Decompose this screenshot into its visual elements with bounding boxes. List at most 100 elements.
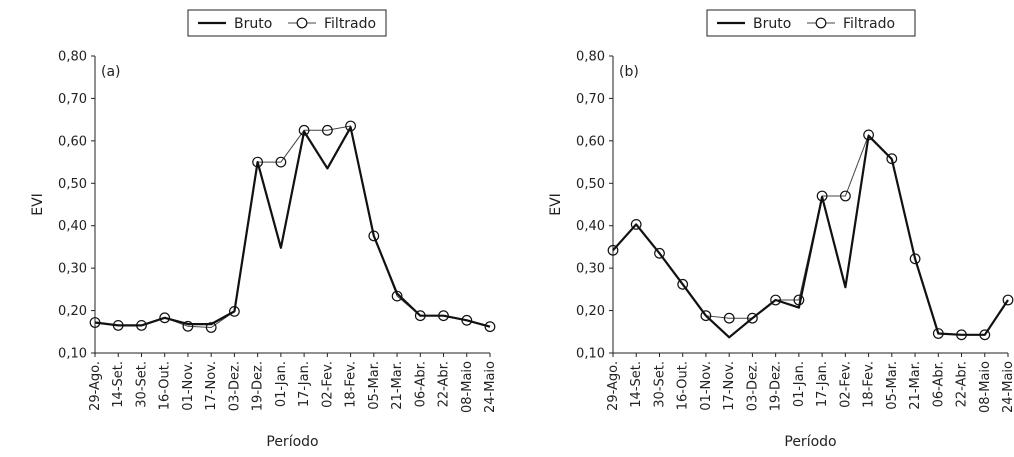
x-tick-label: 14-Set.	[111, 361, 126, 408]
data-point-filtrado	[863, 129, 874, 141]
data-point-filtrado	[414, 310, 426, 322]
x-tick-label: 06-Abr.	[931, 361, 946, 407]
legend-marker-filtrado	[815, 17, 827, 29]
series-line-bruto	[612, 134, 1009, 339]
data-point-filtrado	[630, 218, 642, 230]
data-point-filtrado	[932, 328, 944, 339]
chart-panel-2: 0,10 0,20 0,30 0,40 0,50 0,60 0,70 0,80 29-Ago. 1…	[548, 9, 1014, 450]
x-tick-label: 02-Fev.	[838, 361, 853, 408]
data-point-filtrado	[136, 320, 147, 331]
data-point-filtrado	[793, 294, 805, 306]
x-tick-label: 19-Dez.	[251, 361, 266, 411]
data-point-filtrado	[909, 253, 921, 265]
data-point-filtrado	[484, 321, 496, 333]
y-tick-label: 0,30	[58, 262, 87, 277]
legend: Bruto Filtrado	[187, 9, 387, 37]
x-tick-label: 22-Abr.	[437, 361, 452, 407]
x-tick-label: 29-Ago.	[606, 361, 621, 411]
data-point-filtrado	[275, 156, 287, 168]
data-point-filtrado	[89, 317, 101, 328]
x-axis-title: Período	[784, 434, 836, 450]
data-point-filtrado	[886, 153, 898, 165]
x-tick-label: 06-Abr.	[413, 361, 428, 407]
x-axis-title: Período	[266, 434, 318, 450]
x-tick-label: 21-Mar.	[908, 361, 923, 410]
y-tick-label: 0,70	[58, 92, 87, 107]
x-tick-label: 01-Jan.	[792, 361, 807, 407]
data-point-filtrado	[677, 278, 689, 290]
data-point-filtrado	[252, 156, 264, 168]
data-point-filtrado	[228, 306, 240, 317]
x-tick-label: 02-Fev.	[320, 361, 335, 408]
x-tick-label: 21-Mar.	[390, 361, 405, 410]
x-tick-label: 03-Dez.	[745, 361, 760, 411]
panel-label: (a)	[101, 64, 121, 80]
x-tick-label: 08-Maio	[978, 361, 993, 413]
y-axis-title: EVI	[30, 193, 46, 216]
data-point-filtrado	[956, 329, 967, 341]
data-point-filtrado	[840, 190, 851, 202]
x-tick-label: 19-Dez.	[769, 361, 784, 411]
data-point-filtrado	[438, 310, 449, 322]
data-point-filtrado	[654, 247, 665, 259]
data-point-filtrado	[368, 230, 380, 242]
x-tick-label: 14-Set.	[629, 361, 644, 408]
data-point-filtrado	[770, 294, 781, 306]
x-tick-label: 24-Maio	[483, 361, 498, 413]
x-tick-label: 17-Nov.	[204, 361, 219, 411]
data-point-filtrado	[816, 190, 828, 202]
data-point-filtrado	[607, 244, 619, 256]
x-tick-label: 17-Jan.	[815, 361, 830, 407]
y-tick-label: 0,40	[58, 219, 87, 234]
x-tick-label: 24-Maio	[1001, 361, 1014, 413]
data-point-filtrado	[112, 320, 124, 331]
data-point-filtrado	[159, 312, 171, 324]
y-tick-label: 0,60	[58, 134, 87, 149]
y-tick-label: 0,40	[576, 219, 605, 234]
data-point-filtrado	[345, 120, 357, 132]
panel-label: (b)	[619, 64, 639, 80]
legend-label-bruto: Bruto	[753, 16, 791, 32]
series-line-filtrado	[94, 125, 491, 329]
data-point-filtrado	[298, 124, 310, 136]
x-tick-label: 01-Nov.	[181, 361, 196, 411]
x-tick-label: 18-Fev.	[862, 361, 877, 408]
x-tick-label: 08-Maio	[460, 361, 475, 413]
y-tick-label: 0,50	[58, 177, 87, 192]
series-line-bruto	[94, 126, 491, 328]
y-tick-label: 0,30	[576, 262, 605, 277]
x-tick-label: 05-Mar.	[885, 361, 900, 410]
x-tick-label: 29-Ago.	[88, 361, 103, 411]
x-tick-label: 01-Jan.	[274, 361, 289, 407]
y-tick-label: 0,10	[58, 347, 87, 362]
series-line-filtrado	[612, 133, 1009, 336]
y-tick-label: 0,20	[576, 304, 605, 319]
legend-label-filtrado: Filtrado	[843, 16, 895, 32]
data-point-filtrado	[979, 329, 991, 341]
y-tick-label: 0,80	[58, 50, 87, 65]
x-tick-label: 18-Fev.	[344, 361, 359, 408]
x-tick-label: 22-Abr.	[955, 361, 970, 407]
data-point-filtrado	[391, 290, 403, 302]
y-tick-label: 0,20	[58, 304, 87, 319]
data-point-filtrado	[322, 124, 333, 136]
x-tick-label: 16-Out.	[158, 361, 173, 410]
x-tick-label: 30-Set.	[134, 361, 149, 408]
x-tick-label: 17-Jan.	[297, 361, 312, 407]
x-tick-label: 05-Mar.	[367, 361, 382, 410]
legend-label-bruto: Bruto	[234, 16, 272, 32]
data-point-filtrado	[747, 312, 758, 324]
y-tick-label: 0,60	[576, 134, 605, 149]
x-tick-label: 30-Set.	[652, 361, 667, 408]
y-tick-label: 0,10	[576, 347, 605, 362]
y-tick-label: 0,50	[576, 177, 605, 192]
legend-marker-filtrado	[296, 17, 308, 29]
data-point-filtrado	[205, 322, 217, 333]
legend-label-filtrado: Filtrado	[324, 16, 376, 32]
y-tick-label: 0,80	[576, 50, 605, 65]
legend: Bruto Filtrado	[706, 9, 916, 37]
data-point-filtrado	[723, 312, 735, 324]
data-point-filtrado	[461, 314, 473, 326]
